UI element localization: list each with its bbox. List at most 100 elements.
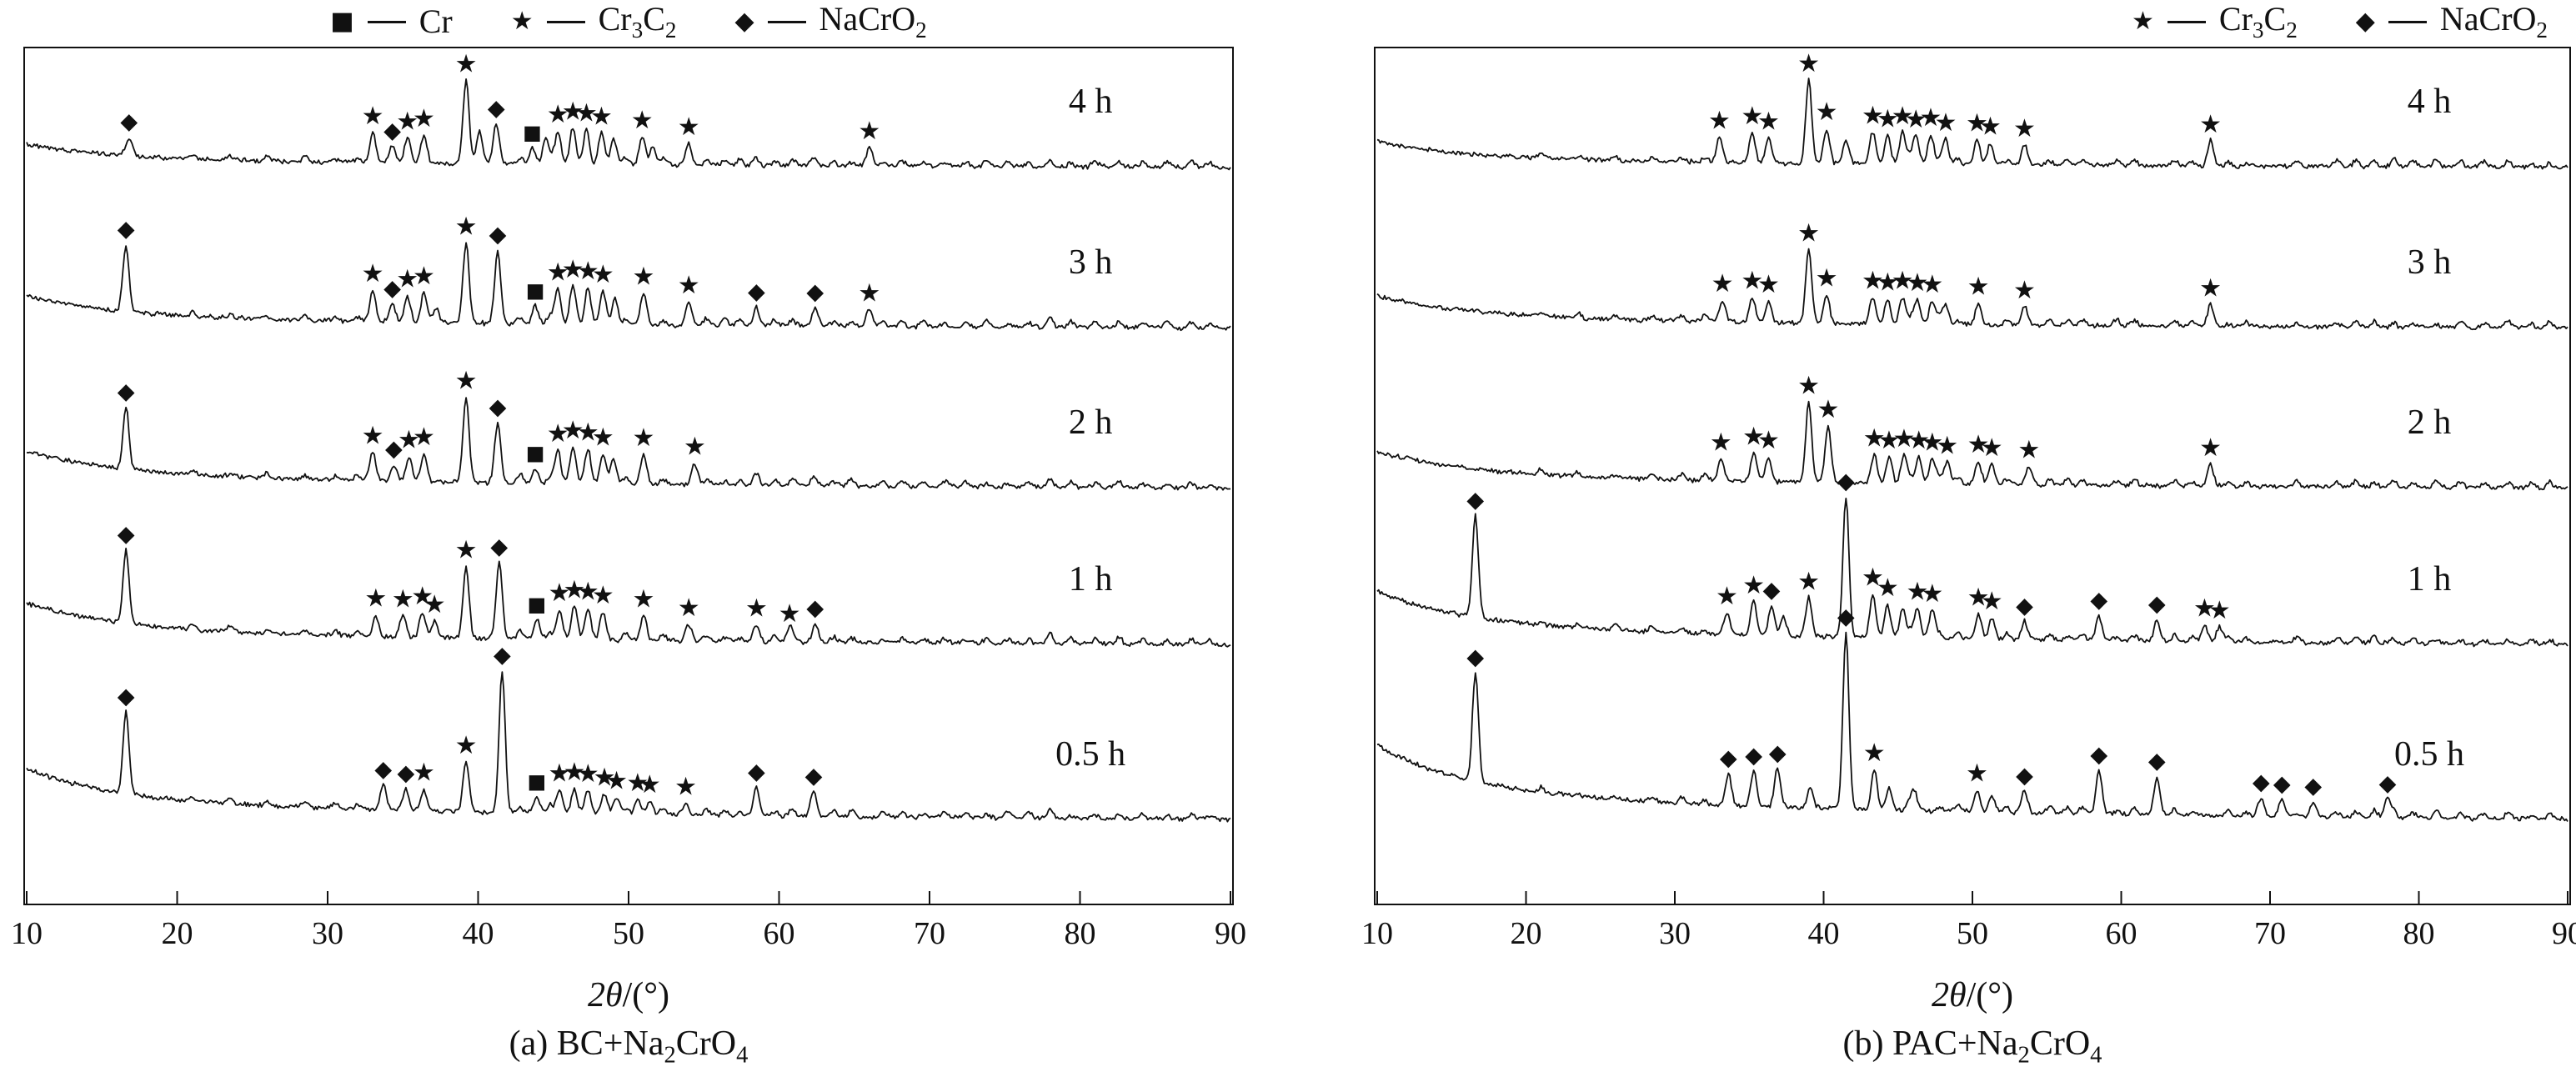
diamond-icon: ◆ [385, 436, 403, 462]
star-icon: ★ [2193, 594, 2216, 624]
star-icon: ★ [1797, 219, 1820, 248]
diamond-icon: ◆ [806, 279, 824, 305]
xrd-plot-b: 10 20 30 40 50 60 70 80 90★ ★★★★ ★★★★★★ ★★ ★ ★4 h★ ★★★… [1361, 47, 2576, 951]
diamond-icon: ◆ [383, 118, 401, 144]
legend-label-Cr3C2: Cr3C2 [2218, 0, 2298, 43]
star-icon: ★ [2013, 114, 2036, 143]
diamond-icon: ◆ [494, 643, 511, 669]
star-icon: ★ [1907, 426, 1930, 455]
diamond-icon: ◆ [1466, 487, 1484, 513]
star-icon: ★ [1892, 102, 1914, 131]
star-icon: ★ [1979, 113, 2002, 142]
square-icon: ■ [330, 7, 354, 36]
star-icon: ★ [594, 764, 616, 793]
star-icon: ★ [590, 103, 613, 132]
square-icon: ■ [528, 593, 547, 616]
diamond-icon: ◆ [748, 279, 765, 305]
star-icon: ★ [1817, 395, 1839, 424]
star-icon: ★ [592, 260, 614, 289]
x-tick-label: 10 [1361, 916, 1393, 951]
star-icon: ★ [1708, 107, 1731, 136]
diamond-icon: ◆ [2273, 771, 2291, 797]
square-icon: ■ [526, 442, 545, 465]
legend-label-Cr: Cr [418, 3, 453, 40]
diamond-icon: ◆ [1745, 743, 1762, 769]
star-icon: ★ [678, 113, 700, 142]
star-icon: ★ [455, 731, 478, 760]
diamond-icon: ◆ [2304, 774, 2322, 799]
star-icon: ★ [564, 575, 586, 604]
star-icon: ★ [1966, 759, 1988, 789]
star-icon: ★ [631, 106, 654, 135]
star-icon: ★ [1921, 428, 1943, 457]
x-tick-label: 70 [2254, 916, 2286, 951]
trace-label: 1 h [1069, 560, 1113, 599]
star-icon: ★ [455, 213, 478, 242]
x-axis-label-units: /(°) [1966, 976, 2014, 1014]
legend-label-Cr3C2: Cr3C2 [598, 0, 677, 43]
star-icon: ★ [1920, 103, 1942, 133]
star-icon: ★ [455, 49, 478, 78]
star-icon: ★ [626, 769, 649, 798]
trace-line-1h [26, 548, 1231, 648]
legend-item-Cr: ■ Cr [330, 3, 452, 40]
star-icon: ★ [674, 773, 697, 802]
star-icon: ★ [678, 271, 700, 300]
star-icon: ★ [2199, 433, 2222, 463]
star-icon: ★ [1981, 433, 2003, 463]
diamond-icon: ◆ [2016, 593, 2033, 619]
star-icon: ★ [1716, 582, 1738, 611]
star-icon: ★ [1892, 424, 1915, 453]
trace-line-3h [26, 242, 1231, 332]
trace-line-0.5h [26, 671, 1231, 823]
diamond-icon: ◆ [2253, 769, 2270, 795]
legend-item-NaCrO2: ◆ NaCrO2 [2356, 0, 2548, 43]
star-icon: ★ [1921, 579, 1943, 609]
star-icon: ★ [577, 578, 599, 607]
x-tick-label: 90 [2552, 916, 2576, 951]
star-icon: ★ [1921, 270, 1943, 299]
star-icon: ★ [362, 259, 384, 288]
trace-line-1h [1376, 498, 2568, 648]
star-icon: ★ [1877, 268, 1899, 298]
diamond-icon: ◆ [1837, 604, 1855, 629]
star-icon: ★ [547, 419, 569, 448]
legend-line [546, 20, 585, 23]
x-tick-label: 90 [1215, 916, 1246, 951]
diamond-icon: ◆ [2090, 742, 2107, 768]
trace-label: 3 h [1069, 243, 1113, 282]
star-icon: ★ [411, 582, 434, 611]
square-icon: ■ [523, 121, 542, 144]
star-icon: ★ [547, 258, 569, 288]
diamond-icon: ◆ [1769, 740, 1787, 766]
diamond-icon: ◆ [805, 763, 823, 789]
diamond-icon: ◆ [2148, 748, 2166, 774]
star-icon: ★ [1816, 264, 1838, 293]
diamond-icon: ◆ [118, 379, 135, 405]
star-icon: ★ [1757, 270, 1780, 299]
legend-line [367, 20, 406, 23]
xrd-plot-a: 10 20 30 40 50 60 70 80 90◆ ★ ◆★★★◆■★★★★ ★ ★ ★4 h◆★ ◆★… [11, 47, 1246, 951]
x-tick-label: 50 [613, 916, 644, 951]
star-icon: ★ [779, 599, 801, 629]
diamond-icon: ◆ [488, 96, 505, 122]
diamond-icon: ◆ [2379, 771, 2397, 797]
square-icon: ■ [528, 769, 547, 793]
trace-line-2h [1376, 400, 2568, 491]
x-tick-label: 80 [1065, 916, 1096, 951]
star-icon: ★ [1816, 98, 1838, 127]
trace-label: 1 h [2408, 560, 2452, 599]
star-icon: ★ [1711, 269, 1734, 298]
x-axis-label: 2θ/(°) [1374, 975, 2571, 1017]
star-icon: ★ [1742, 571, 1765, 600]
star-icon: ★ [362, 422, 384, 451]
star-icon: ★ [633, 263, 655, 292]
star-icon: ★ [1741, 102, 1763, 131]
x-axis-label-symbol: 2θ [587, 976, 623, 1014]
diamond-icon: ◆ [374, 757, 392, 783]
star-icon: ★ [1710, 428, 1732, 458]
star-icon: ★ [1862, 102, 1884, 131]
x-tick-label: 40 [1808, 916, 1840, 951]
star-icon: ★ [1757, 107, 1780, 136]
